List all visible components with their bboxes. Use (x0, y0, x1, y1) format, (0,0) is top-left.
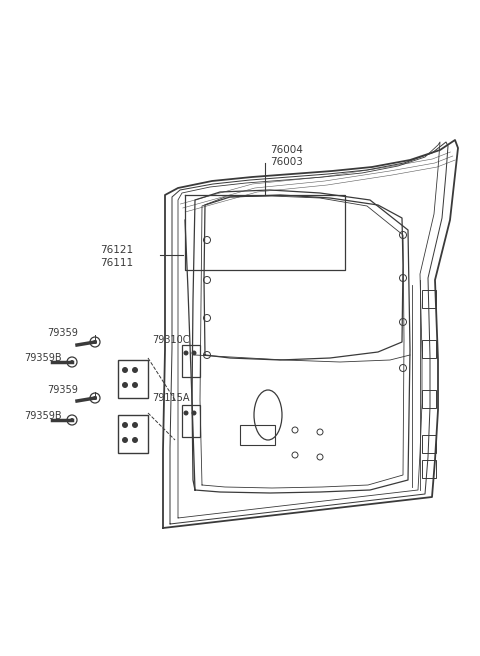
Bar (182, 405, 200, 437)
Text: 79359B: 79359B (24, 411, 61, 421)
Circle shape (192, 350, 196, 356)
Bar (240, 425, 275, 445)
Bar (182, 345, 200, 377)
Circle shape (70, 418, 74, 422)
Circle shape (132, 437, 138, 443)
Text: 79359: 79359 (47, 385, 78, 395)
Circle shape (122, 367, 128, 373)
Circle shape (183, 411, 189, 415)
Circle shape (132, 422, 138, 428)
Circle shape (93, 340, 97, 344)
Text: 79310C: 79310C (152, 335, 190, 345)
Circle shape (132, 367, 138, 373)
Bar (422, 340, 436, 358)
Text: 76121: 76121 (100, 245, 133, 255)
Circle shape (132, 382, 138, 388)
Text: 79115A: 79115A (152, 393, 190, 403)
Bar (422, 290, 436, 308)
Text: 79359: 79359 (47, 328, 78, 338)
Circle shape (93, 396, 97, 400)
Circle shape (122, 422, 128, 428)
Text: 76111: 76111 (100, 258, 133, 268)
Text: 76004: 76004 (270, 145, 303, 155)
Text: 79359B: 79359B (24, 353, 61, 363)
Circle shape (70, 360, 74, 364)
Bar (422, 390, 436, 408)
Circle shape (122, 437, 128, 443)
Text: 76003: 76003 (270, 157, 303, 167)
Circle shape (192, 411, 196, 415)
Bar (422, 460, 436, 478)
Circle shape (183, 350, 189, 356)
Circle shape (122, 382, 128, 388)
Bar (422, 435, 436, 453)
